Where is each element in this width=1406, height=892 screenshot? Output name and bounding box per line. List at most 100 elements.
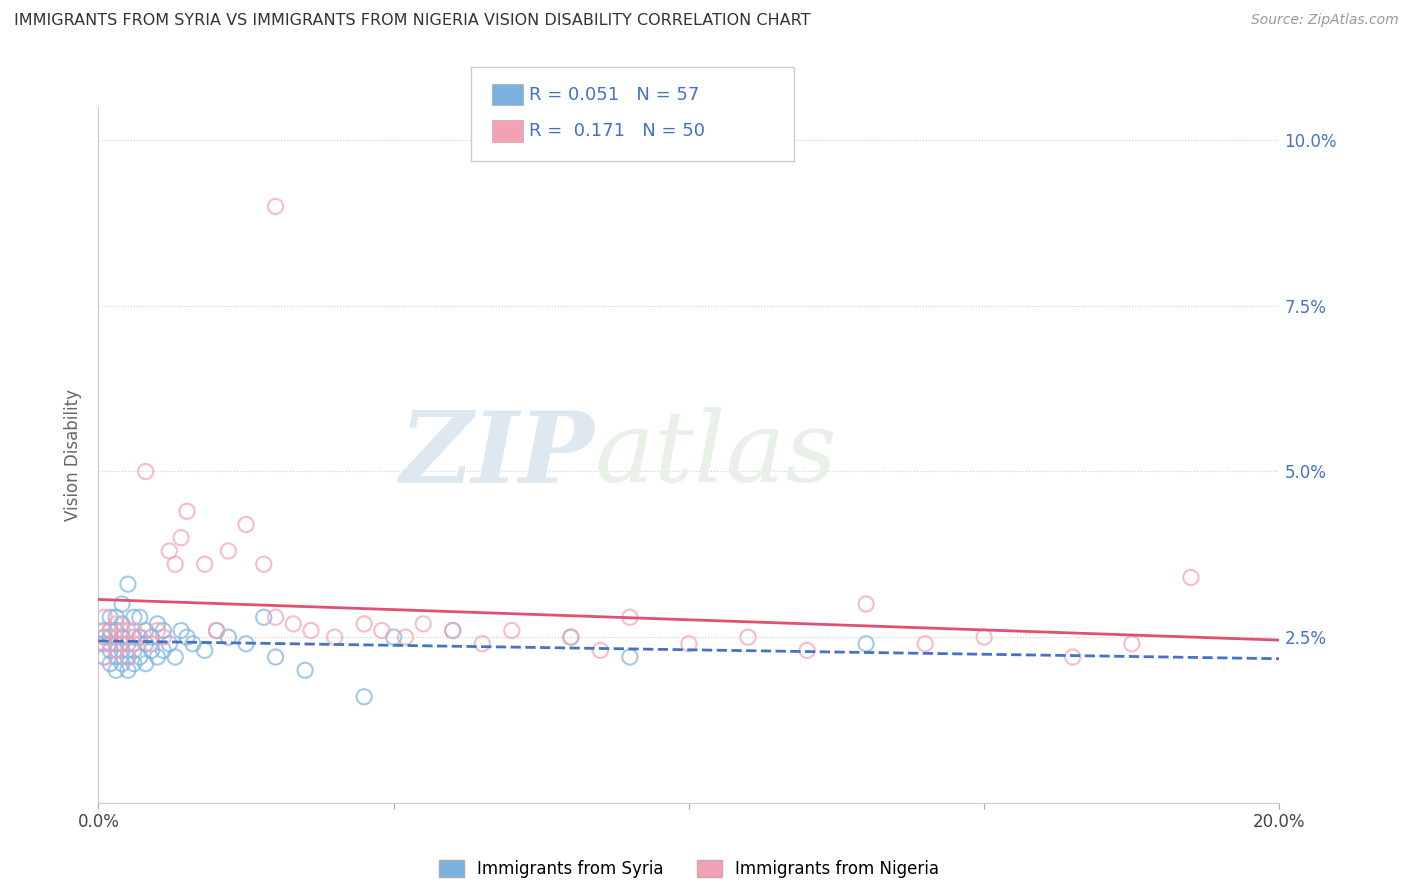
Point	[205, 624, 228, 638]
Point	[217, 544, 239, 558]
Text: ZIP: ZIP	[399, 407, 595, 503]
Point	[157, 544, 180, 558]
Point	[619, 650, 641, 665]
Point	[589, 643, 612, 657]
Point	[471, 637, 494, 651]
Point	[299, 624, 322, 638]
Point	[122, 637, 145, 651]
Point	[111, 597, 134, 611]
Point	[141, 637, 163, 651]
Point	[264, 610, 287, 624]
Point	[135, 624, 157, 638]
Point	[117, 624, 139, 638]
Point	[152, 624, 174, 638]
Point	[678, 637, 700, 651]
Point	[135, 657, 157, 671]
Point	[111, 637, 134, 651]
Point	[501, 624, 523, 638]
Point	[353, 690, 375, 704]
Point	[973, 630, 995, 644]
Point	[98, 610, 121, 624]
Text: atlas: atlas	[595, 408, 837, 502]
Point	[93, 637, 115, 651]
Point	[152, 630, 174, 644]
Point	[796, 643, 818, 657]
Point	[128, 630, 150, 644]
Point	[93, 650, 115, 665]
Point	[128, 650, 150, 665]
Point	[105, 637, 128, 651]
Point	[141, 630, 163, 644]
Point	[170, 531, 193, 545]
Point	[111, 616, 134, 631]
Point	[194, 558, 217, 572]
Text: R = 0.051   N = 57: R = 0.051 N = 57	[529, 86, 699, 103]
Point	[122, 624, 145, 638]
Point	[105, 624, 128, 638]
Point	[122, 643, 145, 657]
Point	[122, 610, 145, 624]
Point	[117, 650, 139, 665]
Point	[1121, 637, 1143, 651]
Point	[93, 624, 115, 638]
Point	[98, 624, 121, 638]
Point	[117, 663, 139, 677]
Point	[165, 558, 187, 572]
Point	[117, 577, 139, 591]
Point	[283, 616, 305, 631]
Point	[111, 643, 134, 657]
Point	[441, 624, 464, 638]
Point	[141, 643, 163, 657]
Point	[117, 637, 139, 651]
Point	[152, 643, 174, 657]
Point	[1180, 570, 1202, 584]
Point	[98, 630, 121, 644]
Point	[111, 657, 134, 671]
Point	[146, 650, 169, 665]
Point	[128, 610, 150, 624]
Point	[181, 637, 204, 651]
Point	[253, 610, 276, 624]
Point	[855, 637, 877, 651]
Point	[176, 504, 198, 518]
Point	[217, 630, 239, 644]
Point	[105, 616, 128, 631]
Point	[146, 616, 169, 631]
Point	[855, 597, 877, 611]
Point	[146, 624, 169, 638]
Text: R =  0.171   N = 50: R = 0.171 N = 50	[529, 122, 704, 140]
Point	[93, 650, 115, 665]
Point	[93, 610, 115, 624]
Legend: Immigrants from Syria, Immigrants from Nigeria: Immigrants from Syria, Immigrants from N…	[432, 854, 946, 885]
Point	[135, 637, 157, 651]
Point	[105, 663, 128, 677]
Point	[93, 630, 115, 644]
Point	[914, 637, 936, 651]
Text: Source: ZipAtlas.com: Source: ZipAtlas.com	[1251, 13, 1399, 28]
Text: IMMIGRANTS FROM SYRIA VS IMMIGRANTS FROM NIGERIA VISION DISABILITY CORRELATION C: IMMIGRANTS FROM SYRIA VS IMMIGRANTS FROM…	[14, 13, 811, 29]
Point	[122, 630, 145, 644]
Point	[111, 624, 134, 638]
Point	[264, 650, 287, 665]
Point	[737, 630, 759, 644]
Point	[117, 650, 139, 665]
Point	[323, 630, 346, 644]
Point	[98, 657, 121, 671]
Point	[560, 630, 582, 644]
Point	[235, 517, 257, 532]
Point	[157, 637, 180, 651]
Point	[98, 643, 121, 657]
Point	[371, 624, 394, 638]
Point	[412, 616, 434, 631]
Point	[93, 630, 115, 644]
Point	[353, 616, 375, 631]
Point	[264, 199, 287, 213]
Point	[105, 650, 128, 665]
Point	[98, 624, 121, 638]
Point	[135, 465, 157, 479]
Point	[382, 630, 405, 644]
Point	[619, 610, 641, 624]
Point	[176, 630, 198, 644]
Point	[170, 624, 193, 638]
Point	[441, 624, 464, 638]
